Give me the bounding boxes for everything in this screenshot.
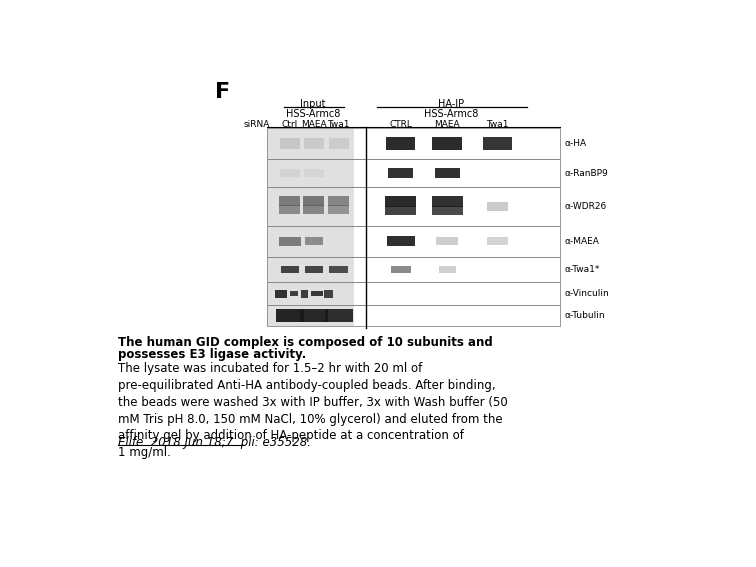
Bar <box>267 128 354 159</box>
Bar <box>354 282 559 305</box>
Bar <box>279 236 301 246</box>
Text: α-MAEA: α-MAEA <box>564 237 599 246</box>
Bar <box>279 196 300 206</box>
Text: Input: Input <box>300 99 326 109</box>
Bar <box>391 265 411 273</box>
Bar <box>329 138 349 149</box>
Bar <box>267 187 354 226</box>
Bar <box>487 202 508 211</box>
Bar <box>303 205 324 214</box>
Bar <box>267 305 354 326</box>
Bar <box>354 257 559 282</box>
Bar <box>300 309 328 322</box>
Bar <box>276 309 304 322</box>
Bar <box>432 206 463 215</box>
Bar <box>432 137 462 150</box>
Bar <box>305 238 323 245</box>
Bar <box>324 290 333 298</box>
Bar <box>483 137 513 150</box>
Bar <box>354 159 559 187</box>
Bar <box>267 159 354 187</box>
Text: α-Vinculin: α-Vinculin <box>564 289 609 298</box>
Bar <box>436 238 458 245</box>
Bar <box>280 170 300 177</box>
Bar <box>432 196 463 206</box>
Text: Elife. 2018 Jun 18;7. pii: e35528.: Elife. 2018 Jun 18;7. pii: e35528. <box>118 436 311 449</box>
Text: Twa1: Twa1 <box>327 120 350 129</box>
Bar <box>385 206 416 215</box>
Bar <box>488 238 507 245</box>
Text: HA-IP: HA-IP <box>438 99 464 109</box>
Text: α-HA: α-HA <box>564 139 586 148</box>
Bar <box>354 128 559 159</box>
Bar <box>330 265 348 273</box>
Text: MAEA: MAEA <box>301 120 327 129</box>
Bar <box>267 257 559 282</box>
Text: Twa1: Twa1 <box>486 120 509 129</box>
Bar <box>280 138 300 149</box>
Text: α-Tubulin: α-Tubulin <box>564 311 605 320</box>
Bar <box>435 168 460 178</box>
Bar <box>354 187 559 226</box>
Bar <box>303 196 324 206</box>
Bar <box>267 257 354 282</box>
Text: siRNA: siRNA <box>243 120 270 129</box>
Bar <box>304 138 324 149</box>
Text: HSS-Armc8: HSS-Armc8 <box>424 109 479 119</box>
Bar <box>354 305 559 326</box>
Bar <box>385 196 416 206</box>
Bar <box>386 137 415 150</box>
Bar <box>267 187 559 226</box>
Bar <box>267 282 559 305</box>
Bar <box>311 291 323 296</box>
Bar <box>267 226 559 257</box>
Bar <box>267 305 559 326</box>
Bar <box>290 291 298 296</box>
Bar <box>438 266 456 273</box>
Text: HSS-Armc8: HSS-Armc8 <box>286 109 340 119</box>
Bar <box>267 282 354 305</box>
Bar <box>267 159 559 187</box>
Bar <box>267 226 354 257</box>
Bar <box>324 309 352 322</box>
Text: F: F <box>215 82 230 102</box>
Text: α-Twa1*: α-Twa1* <box>564 265 600 274</box>
Bar <box>301 290 308 298</box>
Bar <box>328 196 349 206</box>
Bar <box>354 226 559 257</box>
Bar <box>305 265 323 273</box>
Text: α-RanBP9: α-RanBP9 <box>564 168 608 177</box>
Bar <box>386 236 414 246</box>
Bar <box>389 168 413 178</box>
Text: possesses E3 ligase activity.: possesses E3 ligase activity. <box>118 348 306 361</box>
Bar <box>279 205 300 214</box>
Bar <box>304 170 324 177</box>
Text: α-WDR26: α-WDR26 <box>564 202 606 211</box>
Bar <box>328 205 349 214</box>
Text: MAEA: MAEA <box>434 120 460 129</box>
Bar <box>275 290 287 298</box>
Bar <box>280 265 299 273</box>
Text: CTRL: CTRL <box>389 120 412 129</box>
Text: The human GID complex is composed of 10 subunits and: The human GID complex is composed of 10 … <box>118 336 492 349</box>
Text: Ctrl: Ctrl <box>282 120 298 129</box>
Text: The lysate was incubated for 1.5–2 hr with 20 ml of
pre-equilibrated Anti-HA ant: The lysate was incubated for 1.5–2 hr wi… <box>118 362 507 459</box>
Bar <box>267 128 559 159</box>
